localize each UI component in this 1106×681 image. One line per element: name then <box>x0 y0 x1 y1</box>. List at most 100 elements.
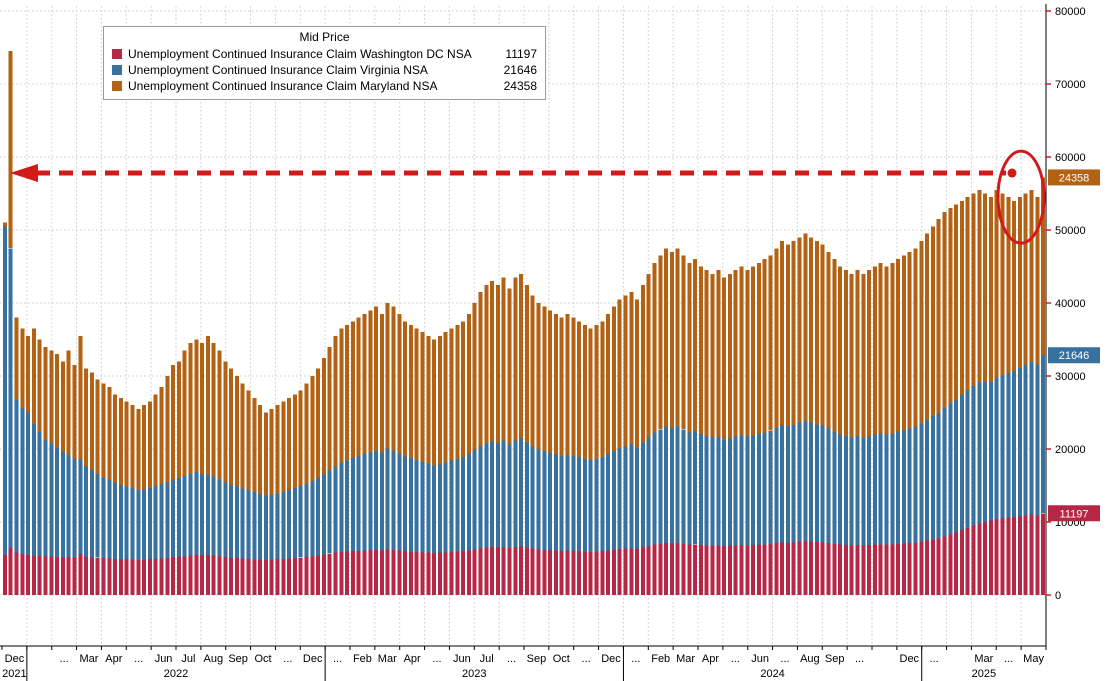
bar-segment-va <box>606 454 611 551</box>
bar-segment-dc <box>432 553 437 595</box>
bar-segment-dc <box>60 557 65 595</box>
x-month-label: Jun <box>155 653 173 665</box>
bar-segment-md <box>350 321 355 458</box>
bar-segment-va <box>408 458 413 552</box>
bar-segment-va <box>814 424 819 542</box>
bar-segment-dc <box>182 556 187 595</box>
bar-segment-va <box>78 459 83 555</box>
bar-segment-dc <box>426 552 431 595</box>
bar-segment-dc <box>600 551 605 595</box>
bar-segment-va <box>1000 375 1005 519</box>
bar-segment-dc <box>832 543 837 595</box>
bar-segment-md <box>971 193 976 387</box>
legend-swatch-icon <box>112 49 122 59</box>
bar-segment-va <box>1023 365 1028 516</box>
bar-segment-md <box>1006 197 1011 373</box>
bar-segment-md <box>687 262 692 433</box>
bar-segment-dc <box>66 557 71 595</box>
bar-segment-md <box>722 277 727 440</box>
bar-segment-va <box>26 412 31 555</box>
bar-segment-md <box>838 266 843 435</box>
bar-segment-md <box>455 324 460 459</box>
bar-segment-dc <box>768 543 773 595</box>
bar-segment-md <box>275 405 280 494</box>
bar-segment-dc <box>403 551 408 595</box>
bar-segment-dc <box>936 538 941 595</box>
bar-segment-dc <box>919 541 924 595</box>
bar-segment-md <box>867 270 872 437</box>
x-year-label: 2024 <box>760 668 784 680</box>
bar-segment-dc <box>733 545 738 595</box>
bar-segment-va <box>124 486 129 560</box>
bar-segment-va <box>37 431 42 556</box>
bar-segment-dc <box>287 558 292 595</box>
bar-segment-dc <box>1017 516 1022 595</box>
bar-segment-dc <box>594 551 599 595</box>
bar-segment-va <box>321 474 326 555</box>
bar-segment-va <box>397 453 402 551</box>
bar-segment-md <box>118 397 123 485</box>
bar-segment-va <box>420 461 425 553</box>
x-month-label: ... <box>930 653 939 665</box>
bar-segment-md <box>809 237 814 423</box>
bar-segment-md <box>878 262 883 434</box>
bar-segment-md <box>414 328 419 460</box>
bar-segment-va <box>623 446 628 549</box>
bar-segment-dc <box>855 545 860 595</box>
x-month-label: Apr <box>404 653 421 665</box>
y-tick-label: 70000 <box>1055 79 1086 91</box>
bar-segment-md <box>942 211 947 409</box>
bar-segment-va <box>919 423 924 542</box>
bar-segment-md <box>1000 193 1005 376</box>
bar-segment-va <box>780 424 785 543</box>
last-value-badge <box>1048 169 1100 186</box>
bar-segment-md <box>513 277 518 441</box>
bar-segment-dc <box>449 551 454 595</box>
bar-segment-dc <box>629 548 634 595</box>
bar-segment-md <box>95 379 100 474</box>
bar-segment-va <box>437 464 442 553</box>
bar-segment-dc <box>101 558 106 595</box>
bar-segment-md <box>176 361 181 478</box>
bar-segment-md <box>664 248 669 427</box>
bar-segment-va <box>640 442 645 548</box>
bar-segment-va <box>710 437 715 546</box>
bar-segment-va <box>159 484 164 559</box>
bar-segment-dc <box>826 543 831 595</box>
bar-segment-md <box>548 310 553 453</box>
bar-segment-md <box>727 273 732 439</box>
bar-segment-va <box>391 450 396 550</box>
bar-segment-dc <box>954 532 959 595</box>
bar-segment-dc <box>565 550 570 595</box>
bar-segment-va <box>530 446 535 549</box>
last-value-badge <box>1048 505 1100 522</box>
bar-segment-md <box>327 346 332 471</box>
bar-segment-dc <box>490 547 495 595</box>
bar-segment-md <box>948 208 953 404</box>
bar-segment-va <box>472 450 477 550</box>
bar-segment-dc <box>461 551 466 595</box>
bar-segment-va <box>426 463 431 553</box>
bar-segment-dc <box>791 542 796 595</box>
bar-segment-md <box>223 361 228 483</box>
bar-segment-md <box>200 343 205 474</box>
bar-segment-dc <box>304 557 309 595</box>
bar-segment-dc <box>84 557 89 595</box>
x-month-label: ... <box>60 653 69 665</box>
bar-segment-dc <box>965 527 970 595</box>
bar-segment-dc <box>606 550 611 595</box>
x-month-label: Dec <box>5 653 25 665</box>
bar-segment-dc <box>55 557 60 595</box>
bar-segment-va <box>292 488 297 559</box>
bar-segment-dc <box>397 550 402 595</box>
bar-segment-va <box>629 444 634 549</box>
bar-segment-va <box>269 494 274 560</box>
bar-segment-dc <box>571 550 576 595</box>
bar-segment-va <box>246 490 251 559</box>
bar-segment-md <box>716 270 721 437</box>
bar-segment-md <box>1029 189 1034 363</box>
x-month-label: Jun <box>751 653 769 665</box>
bar-segment-dc <box>513 546 518 595</box>
bar-segment-md <box>26 335 31 413</box>
